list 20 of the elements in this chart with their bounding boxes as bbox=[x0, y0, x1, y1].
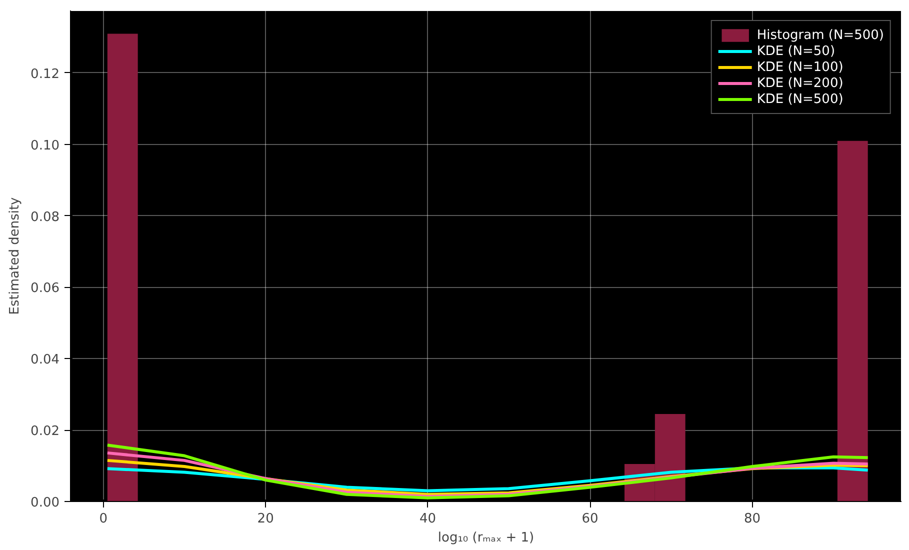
legend-label: KDE (N=50) bbox=[756, 43, 836, 59]
y-tick-label: 0.06 bbox=[30, 281, 60, 296]
x-tick-label: 40 bbox=[420, 512, 436, 526]
y-tick-label: 0.12 bbox=[30, 66, 60, 82]
y-tick-label: 0.00 bbox=[30, 496, 60, 510]
y-tick-label: 0.02 bbox=[30, 424, 60, 440]
y-tick-label: 0.10 bbox=[30, 138, 60, 154]
legend-label: KDE (N=100) bbox=[756, 59, 844, 75]
x-tick-label: 20 bbox=[257, 512, 274, 526]
legend-label: KDE (N=500) bbox=[756, 91, 844, 107]
y-axis-title: Estimated density bbox=[8, 196, 23, 315]
x-tick-label: 0 bbox=[99, 512, 108, 526]
y-tick-label: 0.08 bbox=[30, 210, 60, 225]
x-axis-title: log₁₀ (rₘₐₓ + 1) bbox=[438, 530, 534, 546]
x-tick-label: 80 bbox=[744, 512, 761, 526]
y-tick-label: 0.04 bbox=[30, 352, 60, 368]
legend-label: Histogram (N=500) bbox=[756, 27, 884, 43]
legend-label: KDE (N=200) bbox=[756, 75, 844, 91]
x-tick-label: 60 bbox=[582, 512, 598, 526]
line-series bbox=[106, 444, 870, 500]
